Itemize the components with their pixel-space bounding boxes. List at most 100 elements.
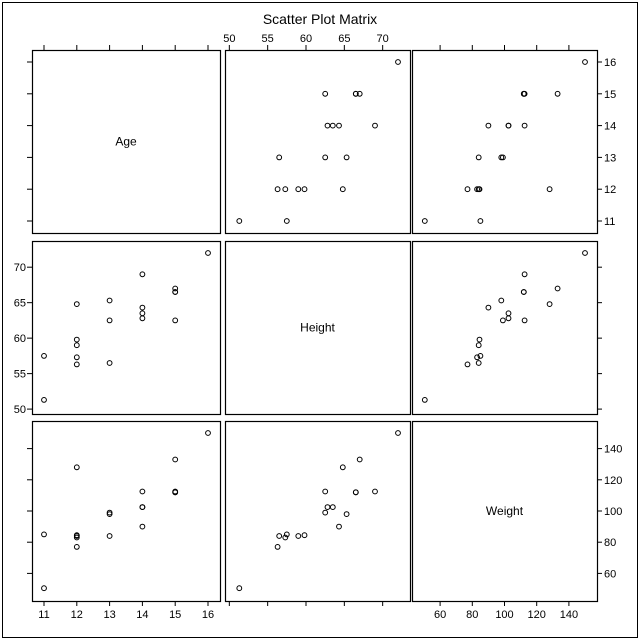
- point-age-vs-weight-1: [477, 218, 484, 224]
- point-age-vs-height-16: [356, 90, 363, 97]
- y-tick-label-right-age-11: 11: [604, 216, 615, 228]
- point-height-vs-weight-17: [520, 289, 527, 295]
- x-tick-label-top-height-50: 50: [223, 33, 235, 45]
- y-tick-label-right-weight-60: 60: [604, 568, 616, 580]
- point-height-vs-weight-5: [476, 336, 483, 343]
- point-weight-vs-height-2: [274, 544, 281, 550]
- point-weight-vs-age-5: [73, 532, 80, 539]
- point-weight-vs-height-10: [324, 504, 331, 511]
- point-weight-vs-age-12: [139, 523, 146, 530]
- point-age-vs-weight-9: [498, 154, 505, 161]
- point-height-vs-weight-12: [485, 304, 492, 311]
- point-height-vs-weight-18: [582, 250, 588, 256]
- point-height-vs-age-17: [172, 289, 179, 295]
- y-tick-label-right-weight-100: 100: [604, 506, 622, 518]
- point-age-vs-height-14: [322, 90, 329, 97]
- point-age-vs-weight-17: [520, 90, 527, 97]
- point-age-vs-height-1: [283, 218, 290, 224]
- point-height-vs-age-9: [106, 297, 113, 304]
- point-height-vs-age-2: [73, 361, 80, 368]
- point-height-vs-weight-13: [521, 271, 528, 278]
- point-weight-vs-height-9: [343, 511, 350, 517]
- point-age-vs-weight-2: [464, 186, 471, 193]
- point-weight-vs-height-5: [301, 532, 308, 539]
- y-tick-label-right-weight-120: 120: [604, 475, 622, 487]
- point-weight-vs-height-13: [372, 488, 378, 495]
- point-weight-vs-height-17: [352, 489, 359, 496]
- x-tick-label-bottom-age-15: 15: [169, 609, 181, 621]
- x-tick-label-bottom-weight-60: 60: [434, 609, 446, 621]
- point-height-vs-weight-10: [505, 315, 512, 322]
- panel-age-vs-weight: [411, 49, 599, 235]
- panel-age-vs-age: [31, 49, 222, 235]
- x-tick-label-top-height-60: 60: [300, 33, 312, 45]
- y-tick-label-right-age-15: 15: [604, 89, 616, 101]
- point-age-vs-height-2: [274, 186, 281, 193]
- point-height-vs-age-1: [41, 353, 47, 359]
- point-age-vs-height-11: [329, 122, 336, 129]
- y-tick-label-left-height-60: 60: [14, 333, 26, 345]
- point-weight-vs-age-11: [139, 504, 146, 511]
- point-height-vs-age-18: [205, 250, 211, 256]
- x-tick-label-bottom-age-14: 14: [136, 609, 148, 621]
- point-height-vs-weight-2: [464, 361, 471, 368]
- point-weight-vs-height-1: [283, 531, 290, 538]
- point-weight-vs-age-16: [172, 456, 179, 463]
- point-age-vs-weight-12: [485, 122, 492, 129]
- variable-label-age: Age: [115, 135, 137, 149]
- point-height-vs-age-16: [172, 285, 179, 292]
- point-weight-vs-height-14: [322, 488, 329, 495]
- point-height-vs-weight-11: [505, 310, 512, 317]
- panel-height-vs-height: [224, 240, 412, 416]
- point-weight-vs-age-9: [106, 511, 113, 517]
- x-tick-label-top-height-55: 55: [262, 33, 274, 45]
- point-weight-vs-age-13: [139, 488, 146, 495]
- panel-weight-vs-age: [31, 420, 222, 603]
- point-age-vs-weight-5: [476, 186, 483, 193]
- point-age-vs-height-4: [295, 186, 302, 193]
- point-weight-vs-age-7: [106, 533, 113, 539]
- x-tick-label-top-height-70: 70: [377, 33, 389, 45]
- point-age-vs-weight-7: [475, 154, 482, 161]
- point-age-vs-height-7: [276, 154, 283, 161]
- point-age-vs-weight-16: [554, 90, 561, 97]
- point-age-vs-weight-6: [546, 186, 553, 193]
- point-weight-vs-age-1: [41, 531, 47, 538]
- point-age-vs-height-13: [372, 122, 378, 129]
- chart-title: Scatter Plot Matrix: [263, 11, 377, 27]
- point-age-vs-height-17: [352, 90, 359, 97]
- y-tick-label-right-weight-80: 80: [604, 537, 616, 549]
- variable-label-height: Height: [300, 321, 335, 335]
- point-weight-vs-age-6: [73, 464, 80, 471]
- point-height-vs-age-4: [73, 342, 80, 349]
- point-weight-vs-height-4: [295, 533, 302, 539]
- y-tick-label-right-age-16: 16: [604, 57, 616, 69]
- point-weight-vs-age-18: [205, 430, 211, 436]
- point-height-vs-age-0: [41, 397, 47, 403]
- x-tick-label-bottom-age-11: 11: [38, 609, 49, 621]
- x-tick-label-bottom-weight-120: 120: [528, 609, 546, 621]
- panel-height-vs-weight: [411, 240, 599, 416]
- y-tick-label-left-height-50: 50: [14, 404, 26, 416]
- point-height-vs-weight-16: [554, 285, 561, 292]
- point-height-vs-weight-4: [475, 342, 482, 349]
- point-height-vs-weight-6: [546, 301, 553, 308]
- point-height-vs-age-11: [139, 310, 146, 317]
- point-age-vs-weight-18: [582, 59, 588, 65]
- point-age-vs-weight-11: [505, 122, 512, 129]
- y-tick-label-right-weight-140: 140: [604, 444, 622, 456]
- x-tick-label-bottom-age-16: 16: [202, 609, 214, 621]
- point-height-vs-age-5: [73, 336, 80, 343]
- point-weight-vs-height-8: [322, 509, 329, 516]
- point-age-vs-height-18: [395, 59, 401, 65]
- point-age-vs-height-0: [236, 218, 243, 224]
- y-tick-label-right-age-14: 14: [604, 121, 616, 133]
- y-tick-label-left-height-65: 65: [14, 298, 26, 310]
- point-age-vs-height-9: [343, 154, 350, 161]
- point-height-vs-weight-0: [421, 397, 428, 403]
- point-height-vs-age-6: [73, 301, 80, 308]
- point-height-vs-age-13: [139, 271, 146, 278]
- point-height-vs-weight-9: [498, 297, 505, 304]
